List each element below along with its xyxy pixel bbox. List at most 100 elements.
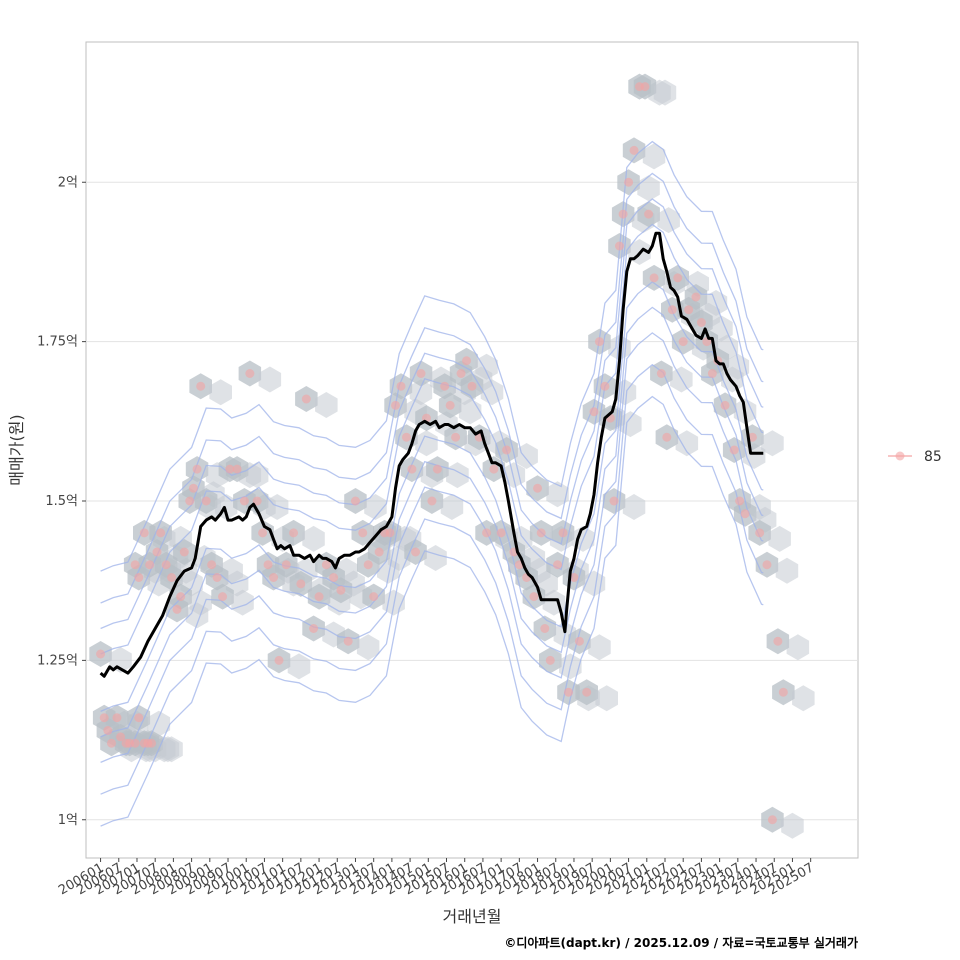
scatter-point bbox=[396, 381, 406, 391]
scatter-point bbox=[767, 815, 777, 825]
scatter-point bbox=[134, 713, 144, 723]
scatter-point bbox=[614, 241, 624, 251]
scatter-point bbox=[99, 713, 109, 723]
hexbin-cell bbox=[742, 443, 766, 469]
hexbin-cell bbox=[792, 685, 815, 712]
scatter-point bbox=[445, 400, 455, 410]
scatter-point bbox=[245, 369, 255, 378]
scatter-point bbox=[427, 496, 437, 506]
scatter-point bbox=[192, 464, 202, 474]
scatter-point bbox=[482, 528, 492, 538]
scatter-point bbox=[533, 483, 543, 493]
scatter-point bbox=[263, 560, 273, 570]
y-tick-label: 2억 bbox=[58, 175, 78, 190]
legend-label-85: 85 bbox=[924, 449, 942, 465]
scatter-point bbox=[411, 547, 421, 557]
scatter-point bbox=[296, 579, 306, 589]
scatter-point bbox=[363, 560, 373, 570]
legend-point bbox=[895, 451, 905, 461]
hexbin-cell bbox=[588, 634, 611, 661]
scatter-point bbox=[130, 738, 140, 748]
scatter-point bbox=[762, 560, 772, 570]
y-axis: 1억 1.25억 1.5억 1.75억 2억 bbox=[37, 175, 86, 828]
hexbin-cell bbox=[761, 430, 784, 457]
scatter-point bbox=[440, 381, 450, 391]
x-axis: 2006012006072007012007072008012008072009… bbox=[56, 858, 817, 898]
scatter-point bbox=[553, 560, 563, 570]
scatter-point bbox=[755, 528, 765, 538]
scatter-point bbox=[673, 273, 683, 283]
hexbin-cell bbox=[424, 545, 447, 571]
hexbin-cell bbox=[786, 634, 810, 661]
moving-average-layer bbox=[99, 231, 764, 678]
scatter-point bbox=[185, 496, 195, 506]
hexbin-cell bbox=[315, 392, 338, 418]
hexbin-cell bbox=[265, 494, 289, 520]
scatter-point bbox=[96, 649, 106, 659]
scatter-point bbox=[314, 592, 324, 602]
scatter-point bbox=[269, 573, 279, 582]
scatter-point bbox=[594, 337, 604, 347]
scatter-point bbox=[218, 592, 228, 602]
scatter-point bbox=[103, 726, 113, 735]
hexbin-cell bbox=[642, 143, 666, 170]
hexbin-cell bbox=[768, 525, 791, 552]
scatter-point bbox=[644, 209, 654, 219]
hexbin-cell bbox=[160, 736, 183, 763]
hexbin-cell bbox=[287, 653, 311, 680]
scatter-point bbox=[684, 305, 694, 315]
density-contour bbox=[100, 140, 764, 572]
scatter-point bbox=[401, 432, 411, 442]
scatter-point bbox=[545, 655, 555, 665]
scatter-point bbox=[152, 547, 162, 557]
density-contour bbox=[100, 363, 764, 795]
scatter-point bbox=[252, 496, 262, 506]
hexbin-cell bbox=[775, 557, 799, 584]
scatter-point bbox=[112, 713, 122, 723]
scatter-point bbox=[558, 528, 568, 538]
scatter-point bbox=[369, 592, 379, 602]
scatter-point bbox=[624, 177, 634, 187]
scatter-point bbox=[451, 432, 461, 442]
scatter-point bbox=[301, 394, 311, 404]
density-contour bbox=[100, 395, 764, 827]
scatter-point bbox=[147, 738, 157, 748]
scatter-point bbox=[432, 464, 442, 474]
scatter-point bbox=[156, 528, 166, 538]
density-contour bbox=[100, 332, 764, 763]
scatter-point bbox=[529, 592, 539, 602]
hexbin-cell bbox=[415, 430, 438, 457]
scatter-point bbox=[134, 573, 144, 582]
hexbin-cell bbox=[356, 634, 380, 661]
hexbin-cell bbox=[302, 525, 325, 552]
scatter-point bbox=[207, 560, 217, 570]
scatter-point bbox=[662, 432, 672, 442]
scatter-point bbox=[225, 464, 235, 474]
scatter-point bbox=[773, 636, 783, 646]
scatter-point bbox=[667, 305, 677, 315]
scatter-point bbox=[130, 560, 140, 570]
scatter-point bbox=[778, 687, 788, 697]
scatter-point bbox=[536, 528, 546, 538]
scatter-point bbox=[502, 445, 512, 455]
scatter-point bbox=[707, 369, 717, 378]
scatter-point bbox=[106, 738, 116, 748]
scatter-point bbox=[496, 528, 506, 538]
scatter-point bbox=[678, 337, 688, 347]
scatter-point bbox=[289, 528, 299, 538]
scatter-point bbox=[569, 573, 579, 582]
hexbin-cell bbox=[675, 430, 699, 457]
scatter-point bbox=[329, 573, 339, 582]
scatter-point bbox=[691, 292, 701, 302]
y-tick-label: 1.25억 bbox=[37, 653, 78, 668]
scatter-point bbox=[740, 509, 750, 519]
scatter-point bbox=[232, 464, 242, 474]
density-contour bbox=[100, 306, 764, 738]
scatter-point bbox=[309, 624, 319, 633]
scatter-points-85 bbox=[96, 82, 788, 825]
scatter-point bbox=[374, 547, 384, 557]
scatter-point bbox=[407, 464, 417, 474]
scatter-point bbox=[747, 432, 757, 442]
scatter-point bbox=[385, 528, 395, 538]
scatter-point bbox=[201, 496, 211, 506]
